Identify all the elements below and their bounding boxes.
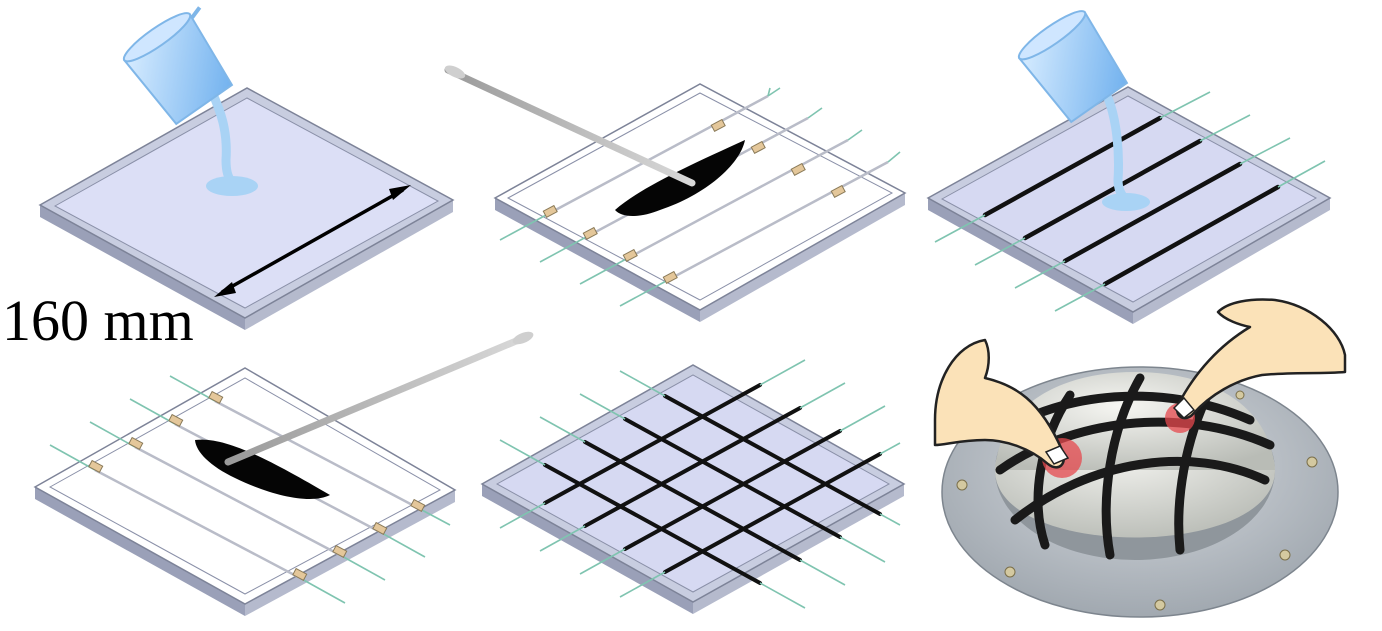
panel-pour-base — [38, 6, 455, 330]
lead-wires — [499, 87, 901, 307]
frame-top — [493, 83, 907, 311]
brush-icon — [224, 331, 534, 466]
arrowhead — [389, 185, 411, 200]
arrowhead — [214, 282, 236, 297]
brush-icon — [444, 65, 696, 187]
beaker-icon — [1017, 10, 1129, 124]
conductive-coating — [195, 439, 330, 499]
finger-icon — [933, 338, 1070, 469]
panel-dome-touch — [933, 298, 1347, 618]
tray-floor — [53, 97, 440, 309]
finger-icon — [1172, 298, 1347, 420]
tray-side — [40, 205, 245, 330]
liquid-puddle — [206, 176, 258, 196]
panel-pour-encapsulation — [926, 10, 1332, 324]
liquid-puddle — [1102, 193, 1150, 211]
panel-coat-strips — [444, 65, 907, 322]
tray-side — [245, 200, 453, 330]
dimension-arrow — [221, 188, 404, 294]
conductor-strips — [982, 115, 1281, 287]
connectors — [542, 118, 846, 285]
panel-cross-strips — [33, 331, 534, 616]
panel-assembled-grid — [480, 359, 906, 614]
dimension-label: 160 mm — [2, 288, 194, 353]
beaker-icon — [122, 6, 234, 126]
grid-icon — [543, 383, 882, 585]
